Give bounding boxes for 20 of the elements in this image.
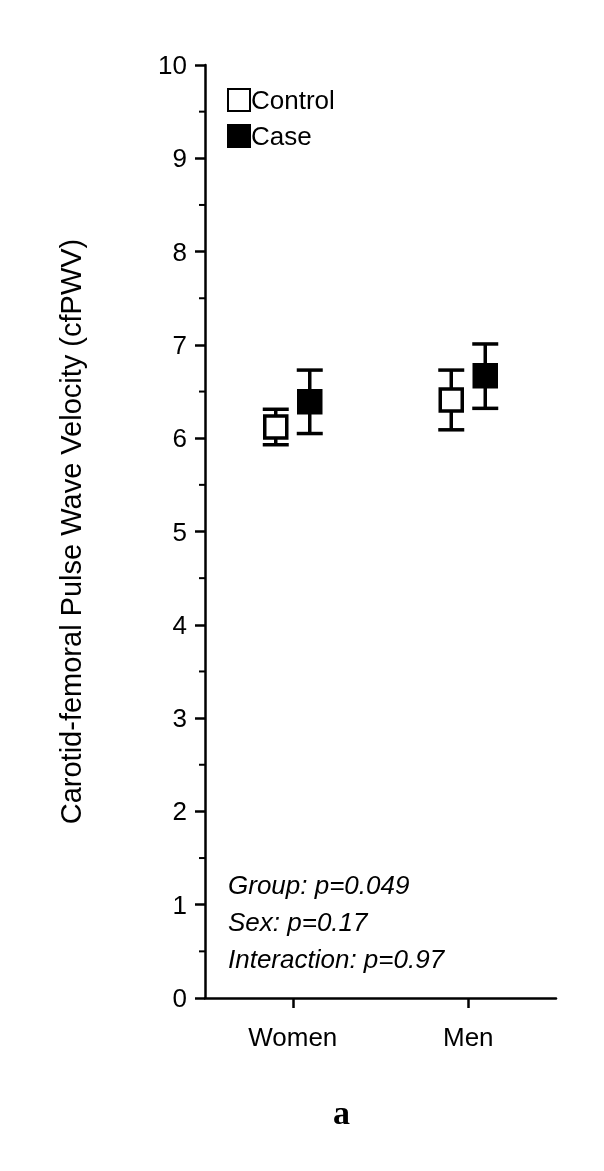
x-tick-label: Men bbox=[442, 1022, 494, 1052]
annotation: Interaction: p=0.97 bbox=[228, 944, 446, 974]
annotation: Sex: p=0.17 bbox=[228, 907, 370, 937]
y-axis-title: Carotid-femoral Pulse Wave Velocity (cfPWV) bbox=[54, 238, 87, 825]
y-tick-label: 2 bbox=[172, 796, 187, 827]
y-tick-label: 7 bbox=[172, 329, 187, 360]
y-tick-label: 6 bbox=[172, 423, 187, 454]
y-tick-label: 10 bbox=[158, 50, 187, 80]
legend-label: Control bbox=[251, 85, 335, 115]
x-tick-label: Women bbox=[248, 1022, 338, 1052]
y-tick-label: 3 bbox=[172, 703, 187, 734]
y-tick-label: 8 bbox=[172, 236, 187, 267]
y-tick-label: 5 bbox=[172, 516, 187, 547]
annotation: Group: p=0.049 bbox=[228, 870, 410, 900]
y-tick-label: 1 bbox=[172, 889, 187, 920]
y-tick-label: 4 bbox=[172, 609, 187, 640]
y-tick-label: 0 bbox=[172, 983, 187, 1013]
text: a bbox=[333, 1093, 350, 1131]
y-tick-label: 9 bbox=[172, 143, 187, 174]
legend-label: Case bbox=[251, 121, 312, 151]
